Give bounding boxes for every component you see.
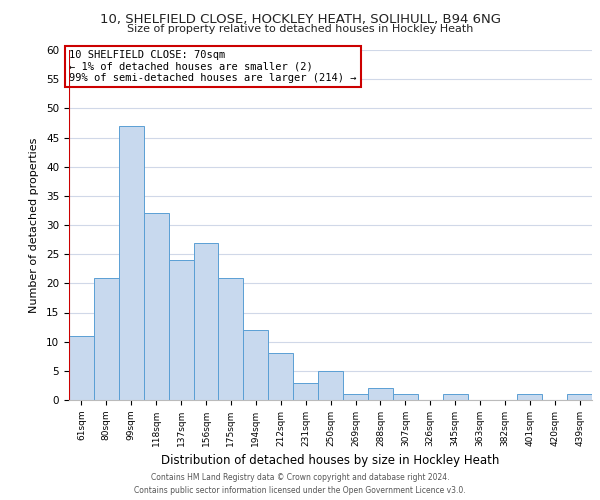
Y-axis label: Number of detached properties: Number of detached properties [29,138,39,312]
Bar [517,394,542,400]
Bar [169,260,194,400]
Bar [293,382,318,400]
Bar [94,278,119,400]
Bar [443,394,467,400]
Text: Contains HM Land Registry data © Crown copyright and database right 2024.
Contai: Contains HM Land Registry data © Crown c… [134,473,466,495]
Bar [194,242,218,400]
Bar [119,126,144,400]
Text: 10, SHELFIELD CLOSE, HOCKLEY HEATH, SOLIHULL, B94 6NG: 10, SHELFIELD CLOSE, HOCKLEY HEATH, SOLI… [100,12,500,26]
Bar [244,330,268,400]
X-axis label: Distribution of detached houses by size in Hockley Heath: Distribution of detached houses by size … [161,454,500,468]
Bar [144,214,169,400]
Bar [69,336,94,400]
Text: 10 SHELFIELD CLOSE: 70sqm
← 1% of detached houses are smaller (2)
99% of semi-de: 10 SHELFIELD CLOSE: 70sqm ← 1% of detach… [69,50,356,83]
Bar [393,394,418,400]
Bar [218,278,244,400]
Bar [368,388,393,400]
Text: Size of property relative to detached houses in Hockley Heath: Size of property relative to detached ho… [127,24,473,34]
Bar [268,354,293,400]
Bar [343,394,368,400]
Bar [567,394,592,400]
Bar [318,371,343,400]
